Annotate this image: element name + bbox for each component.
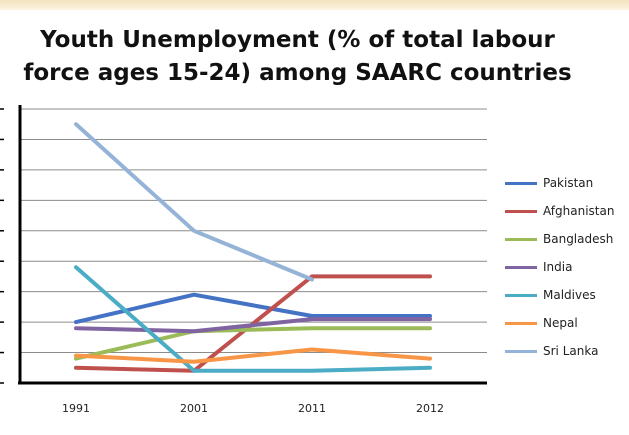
axes bbox=[0, 105, 487, 385]
x-tick-label: 2012 bbox=[416, 402, 444, 415]
legend-label: India bbox=[543, 260, 573, 274]
top-decor-band bbox=[0, 0, 629, 10]
legend-item-nepal: Nepal bbox=[505, 309, 629, 337]
series-lines bbox=[74, 122, 432, 373]
legend: Pakistan Afghanistan Bangladesh India Maldiv… bbox=[505, 169, 629, 365]
series-line-pakistan bbox=[74, 292, 432, 325]
legend-label: Nepal bbox=[543, 316, 578, 330]
legend-swatch bbox=[505, 237, 537, 241]
series-line-bangladesh bbox=[74, 326, 432, 361]
legend-label: Sri Lanka bbox=[543, 344, 599, 358]
chart-title: Youth Unemployment (% of total labour fo… bbox=[0, 24, 595, 90]
x-tick-label: 1991 bbox=[62, 402, 90, 415]
legend-item-pakistan: Pakistan bbox=[505, 169, 629, 197]
x-tick-label: 2001 bbox=[180, 402, 208, 415]
legend-swatch bbox=[505, 209, 537, 213]
legend-swatch bbox=[505, 349, 537, 353]
chart-title-line-2: force ages 15-24) among SAARC countries bbox=[23, 60, 572, 86]
x-tick-label: 2011 bbox=[298, 402, 326, 415]
series-line-nepal bbox=[74, 347, 432, 364]
legend-label: Pakistan bbox=[543, 176, 594, 190]
series-line-india bbox=[74, 317, 432, 334]
legend-label: Maldives bbox=[543, 288, 596, 302]
chart-title-line-1: Youth Unemployment (% of total labour bbox=[40, 27, 555, 53]
series-line-maldives bbox=[74, 265, 432, 373]
legend-item-sri-lanka: Sri Lanka bbox=[505, 337, 629, 365]
legend-item-maldives: Maldives bbox=[505, 281, 629, 309]
legend-swatch bbox=[505, 265, 537, 269]
legend-item-bangladesh: Bangladesh bbox=[505, 225, 629, 253]
x-tick-labels: 1991 2001 2011 2012 bbox=[62, 402, 444, 415]
legend-swatch bbox=[505, 321, 537, 325]
legend-label: Afghanistan bbox=[543, 204, 615, 218]
legend-item-afghanistan: Afghanistan bbox=[505, 197, 629, 225]
legend-swatch bbox=[505, 293, 537, 297]
legend-swatch bbox=[505, 181, 537, 185]
series-line-sri-lanka bbox=[74, 122, 314, 282]
legend-label: Bangladesh bbox=[543, 232, 614, 246]
gridlines bbox=[20, 108, 487, 354]
legend-item-india: India bbox=[505, 253, 629, 281]
